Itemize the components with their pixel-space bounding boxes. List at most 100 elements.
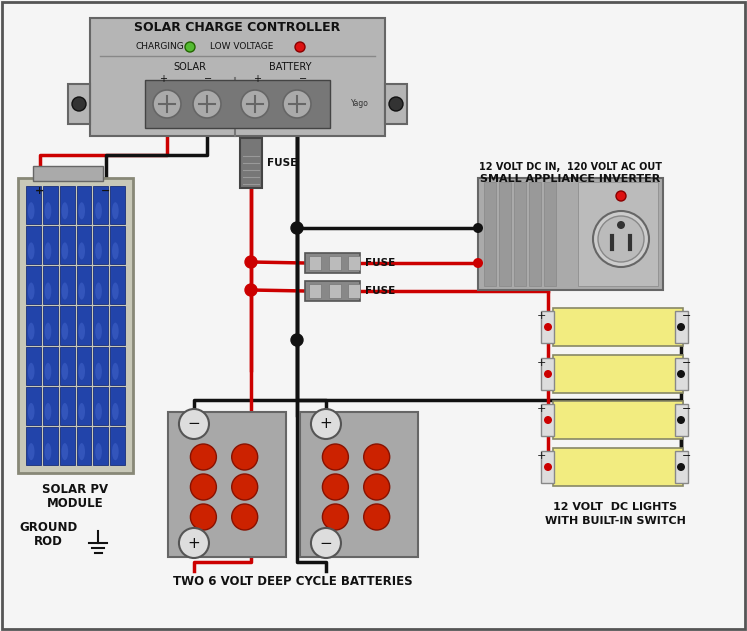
Text: −: −	[102, 186, 111, 196]
Bar	[93, 346, 108, 385]
Bar	[26, 186, 41, 224]
Text: +: +	[537, 404, 546, 414]
Text: −: −	[681, 451, 691, 461]
Ellipse shape	[95, 443, 102, 460]
Text: 12 VOLT  DC LIGHTS: 12 VOLT DC LIGHTS	[553, 502, 677, 512]
Bar	[26, 346, 41, 385]
Bar	[240, 138, 262, 188]
Bar	[499, 182, 511, 286]
Bar	[93, 266, 108, 304]
Ellipse shape	[95, 283, 102, 300]
Ellipse shape	[45, 322, 52, 340]
Text: −: −	[299, 74, 307, 84]
Ellipse shape	[78, 443, 85, 460]
Bar	[76, 266, 91, 304]
Bar	[60, 346, 75, 385]
Text: +: +	[35, 186, 45, 196]
Bar	[110, 346, 125, 385]
Ellipse shape	[95, 202, 102, 220]
Bar	[675, 358, 688, 390]
Ellipse shape	[45, 283, 52, 300]
Circle shape	[283, 90, 311, 118]
Bar	[76, 387, 91, 425]
Ellipse shape	[112, 322, 119, 340]
Circle shape	[677, 416, 685, 424]
Ellipse shape	[95, 403, 102, 420]
Circle shape	[323, 444, 348, 470]
Bar	[26, 387, 41, 425]
Text: WITH BUILT-IN SWITCH: WITH BUILT-IN SWITCH	[545, 516, 686, 526]
Ellipse shape	[78, 242, 85, 259]
Ellipse shape	[78, 322, 85, 340]
Ellipse shape	[112, 283, 119, 300]
Ellipse shape	[28, 202, 34, 220]
Bar	[541, 311, 554, 343]
Circle shape	[190, 474, 217, 500]
Ellipse shape	[28, 443, 34, 460]
Circle shape	[617, 221, 625, 229]
Text: +: +	[253, 74, 261, 84]
Ellipse shape	[61, 363, 68, 380]
Ellipse shape	[61, 322, 68, 340]
Bar	[529, 182, 541, 286]
Bar	[26, 226, 41, 264]
Circle shape	[677, 370, 685, 378]
Bar	[43, 387, 58, 425]
Ellipse shape	[28, 283, 34, 300]
Circle shape	[291, 334, 303, 346]
Ellipse shape	[95, 322, 102, 340]
Ellipse shape	[61, 283, 68, 300]
Circle shape	[232, 444, 258, 470]
Bar	[300, 412, 418, 557]
Circle shape	[677, 323, 685, 331]
Bar	[43, 186, 58, 224]
Text: −: −	[681, 404, 691, 414]
Bar	[578, 182, 658, 286]
Bar	[68, 84, 90, 124]
Ellipse shape	[78, 363, 85, 380]
Bar	[309, 284, 321, 298]
Ellipse shape	[61, 443, 68, 460]
Bar	[93, 387, 108, 425]
Text: FUSE: FUSE	[365, 286, 395, 296]
Bar	[553, 355, 683, 393]
Circle shape	[616, 191, 626, 201]
Circle shape	[598, 216, 644, 262]
Bar	[60, 186, 75, 224]
Ellipse shape	[45, 403, 52, 420]
Bar	[76, 186, 91, 224]
Circle shape	[544, 416, 552, 424]
Bar	[110, 387, 125, 425]
Bar	[60, 226, 75, 264]
Ellipse shape	[61, 403, 68, 420]
Bar	[305, 281, 360, 301]
Ellipse shape	[95, 242, 102, 259]
Ellipse shape	[112, 443, 119, 460]
Ellipse shape	[78, 283, 85, 300]
Bar	[93, 186, 108, 224]
Bar	[553, 308, 683, 346]
Circle shape	[364, 474, 390, 500]
Bar	[43, 307, 58, 345]
Bar	[329, 284, 341, 298]
Circle shape	[193, 90, 221, 118]
Circle shape	[364, 504, 390, 530]
Ellipse shape	[28, 322, 34, 340]
Circle shape	[185, 42, 195, 52]
Circle shape	[179, 409, 209, 439]
Text: +: +	[320, 416, 332, 432]
Circle shape	[72, 97, 86, 111]
Text: FUSE: FUSE	[365, 258, 395, 268]
Bar	[60, 307, 75, 345]
Bar	[26, 427, 41, 465]
Bar	[305, 253, 360, 273]
Bar	[90, 18, 385, 136]
Bar	[43, 346, 58, 385]
Text: Yago: Yago	[351, 100, 369, 109]
Circle shape	[473, 223, 483, 233]
Bar	[541, 358, 554, 390]
Bar	[93, 307, 108, 345]
Circle shape	[544, 323, 552, 331]
Circle shape	[291, 222, 303, 234]
Bar	[348, 256, 360, 270]
